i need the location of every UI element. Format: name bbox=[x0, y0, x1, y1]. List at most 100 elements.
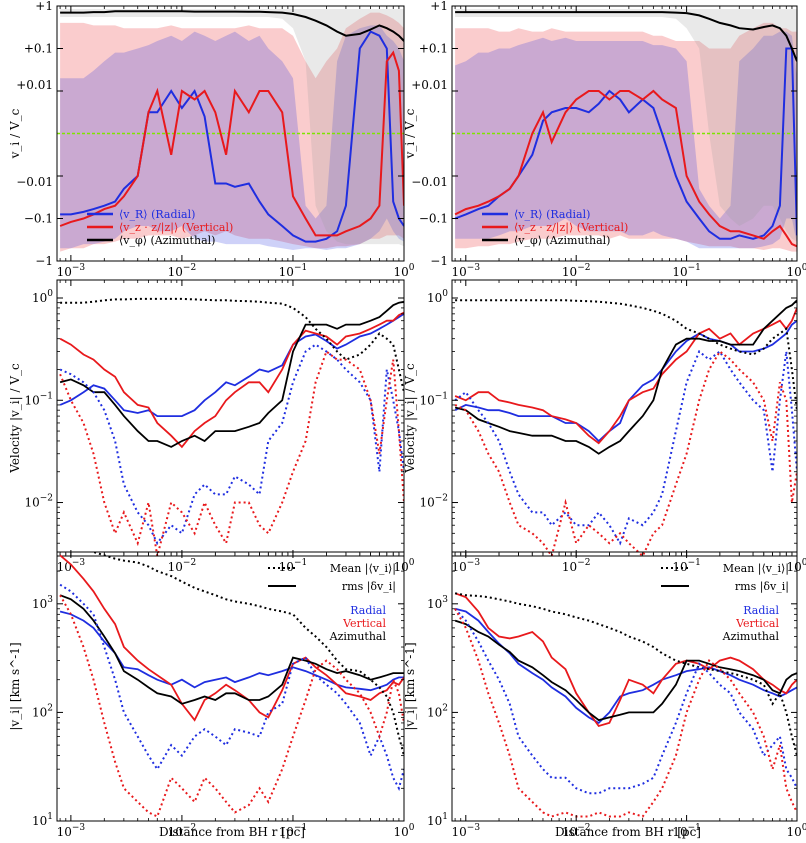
line-azimuthal-mean bbox=[60, 297, 404, 393]
y-tick-label: 101 bbox=[427, 812, 448, 828]
line-radial-mean bbox=[59, 343, 404, 546]
y-axis-label: v_i / V_c bbox=[8, 108, 22, 159]
axes-frame bbox=[56, 5, 405, 262]
y-tick-label: 101 bbox=[32, 812, 53, 828]
plot-area bbox=[454, 299, 797, 556]
y-tick-label: −0.01 bbox=[411, 175, 448, 189]
y-axis-label: Velocity |v_i| / V_c bbox=[403, 363, 417, 474]
legend-label-mean: Mean |⟨v_i⟩| bbox=[723, 562, 789, 576]
y-tick-label: 10−1 bbox=[24, 391, 53, 407]
legend-label-azimuthal: ⟨v_φ⟩ (Azimuthal) bbox=[514, 234, 610, 247]
y-tick-label: +0.1 bbox=[419, 42, 448, 56]
line-azimuthal-mean bbox=[90, 552, 404, 756]
x-tick-label: 100 bbox=[393, 823, 414, 839]
y-axis-label: v_i / V_c bbox=[403, 108, 417, 159]
y-tick-label: +0.01 bbox=[411, 78, 448, 92]
xlabel-right: Distance from BH r [pc] bbox=[555, 825, 701, 839]
plot-area bbox=[59, 552, 404, 818]
x-tick-label: 10−3 bbox=[452, 823, 481, 839]
x-tick-label: 10−2 bbox=[562, 823, 591, 839]
x-tick-label: 10−2 bbox=[168, 263, 197, 279]
line-radial-rms bbox=[454, 319, 797, 443]
y-tick-label: 102 bbox=[32, 703, 53, 719]
line-vertical-mean bbox=[454, 89, 797, 248]
x-tick-label: 10−3 bbox=[57, 823, 86, 839]
y-tick-label: +0.1 bbox=[24, 42, 53, 56]
band-vertical bbox=[455, 22, 797, 252]
panel-row1-right: 10−3 10−2 10−1 100 +1 +0.1 +0.01 −0.01 −0.1 −1 v_i… bbox=[403, 0, 806, 279]
x-tick-label: 10−1 bbox=[279, 558, 308, 574]
y-tick-label: +1 bbox=[35, 0, 53, 13]
y-tick-label: 10−2 bbox=[419, 494, 448, 510]
axes-frame bbox=[451, 5, 798, 262]
line-radial-mean bbox=[454, 349, 797, 546]
x-tick-label: 10−3 bbox=[452, 263, 481, 279]
x-tick-label: 10−1 bbox=[279, 823, 308, 839]
legend-label-radial: Radial bbox=[350, 604, 386, 617]
x-tick-label: 100 bbox=[786, 558, 806, 574]
x-tick-label: 10−2 bbox=[168, 823, 197, 839]
y-tick-label: 10−2 bbox=[24, 494, 53, 510]
line-azimuthal-rms bbox=[59, 594, 404, 705]
x-tick-label: 100 bbox=[786, 823, 806, 839]
band-vertical bbox=[60, 12, 404, 252]
y-tick-label: 10−1 bbox=[419, 391, 448, 407]
y-tick-label: +1 bbox=[430, 0, 448, 13]
line-radial-mean bbox=[60, 30, 404, 243]
line-azimuthal-mean bbox=[455, 11, 797, 62]
x-tick-label: 10−2 bbox=[562, 558, 591, 574]
line-azimuthal-rms bbox=[59, 300, 404, 448]
band-radial bbox=[455, 31, 797, 249]
line-vertical-rms bbox=[454, 592, 797, 728]
line-azimuthal-mean bbox=[60, 10, 404, 42]
line-vertical-rms bbox=[59, 311, 404, 449]
y-tick-label: 103 bbox=[427, 595, 448, 611]
line-vertical-rms bbox=[59, 554, 404, 722]
band-radial bbox=[60, 25, 404, 251]
x-tick-label: 10−1 bbox=[672, 263, 701, 279]
y-tick-label: −0.1 bbox=[24, 212, 53, 226]
x-tick-label: 10−1 bbox=[672, 558, 701, 574]
x-tick-label: 10−2 bbox=[562, 263, 591, 279]
legend-label-radial: ⟨v_R⟩ (Radial) bbox=[119, 208, 195, 221]
line-vertical-mean bbox=[59, 50, 404, 237]
line-vertical-mean bbox=[454, 350, 797, 556]
y-tick-label: −1 bbox=[35, 254, 53, 268]
xlabel-left: Distance from BH r [pc] bbox=[159, 825, 305, 839]
line-radial-mean bbox=[59, 583, 404, 791]
x-tick-label: 10−3 bbox=[57, 558, 86, 574]
plot-area bbox=[452, 9, 797, 252]
band-azimuthal bbox=[455, 9, 797, 242]
x-tick-label: 100 bbox=[393, 263, 414, 279]
x-tick-label: 100 bbox=[786, 263, 806, 279]
line-azimuthal-rms bbox=[454, 299, 797, 455]
axes-frame bbox=[56, 279, 405, 557]
x-tick-label: 10−3 bbox=[57, 263, 86, 279]
y-tick-label: −1 bbox=[430, 254, 448, 268]
legend-label-azimuthal: Azimuthal bbox=[329, 630, 387, 643]
y-tick-label: 102 bbox=[427, 703, 448, 719]
band-azimuthal bbox=[60, 9, 404, 247]
line-vertical-mean bbox=[59, 594, 404, 818]
panel-row2-right: 10−3 10−2 10−1 100 10−2 10−1 100 Velocity |v_i|… bbox=[403, 279, 806, 574]
axes-frame bbox=[451, 279, 798, 557]
y-axis-label: Velocity |v_i| / V_c bbox=[8, 363, 22, 474]
legend-label-azimuthal: Azimuthal bbox=[722, 630, 780, 643]
x-tick-label: 100 bbox=[393, 558, 414, 574]
plot-area bbox=[454, 592, 797, 818]
line-vertical-mean bbox=[59, 349, 404, 556]
panel-row2-left: 10−3 10−2 10−1 100 10−2 10−1 100 Velocity |v_i|… bbox=[8, 279, 415, 574]
x-tick-label: 10−3 bbox=[452, 558, 481, 574]
legend-label-vertical: Vertical bbox=[735, 617, 779, 630]
y-tick-label: 100 bbox=[32, 289, 53, 305]
axes-frame bbox=[56, 551, 405, 822]
line-radial-mean bbox=[454, 608, 797, 795]
x-tick-label: 10−2 bbox=[168, 558, 197, 574]
legend-label-radial: Radial bbox=[743, 604, 779, 617]
line-radial-rms bbox=[59, 313, 404, 418]
legend-label-radial: ⟨v_R⟩ (Radial) bbox=[514, 208, 590, 221]
y-tick-label: −0.01 bbox=[16, 175, 53, 189]
panel-row3-left: 10−3 10−2 10−1 100 101 102 103 |v_i| [km s^-1] M… bbox=[8, 551, 415, 839]
y-tick-label: −0.1 bbox=[419, 212, 448, 226]
